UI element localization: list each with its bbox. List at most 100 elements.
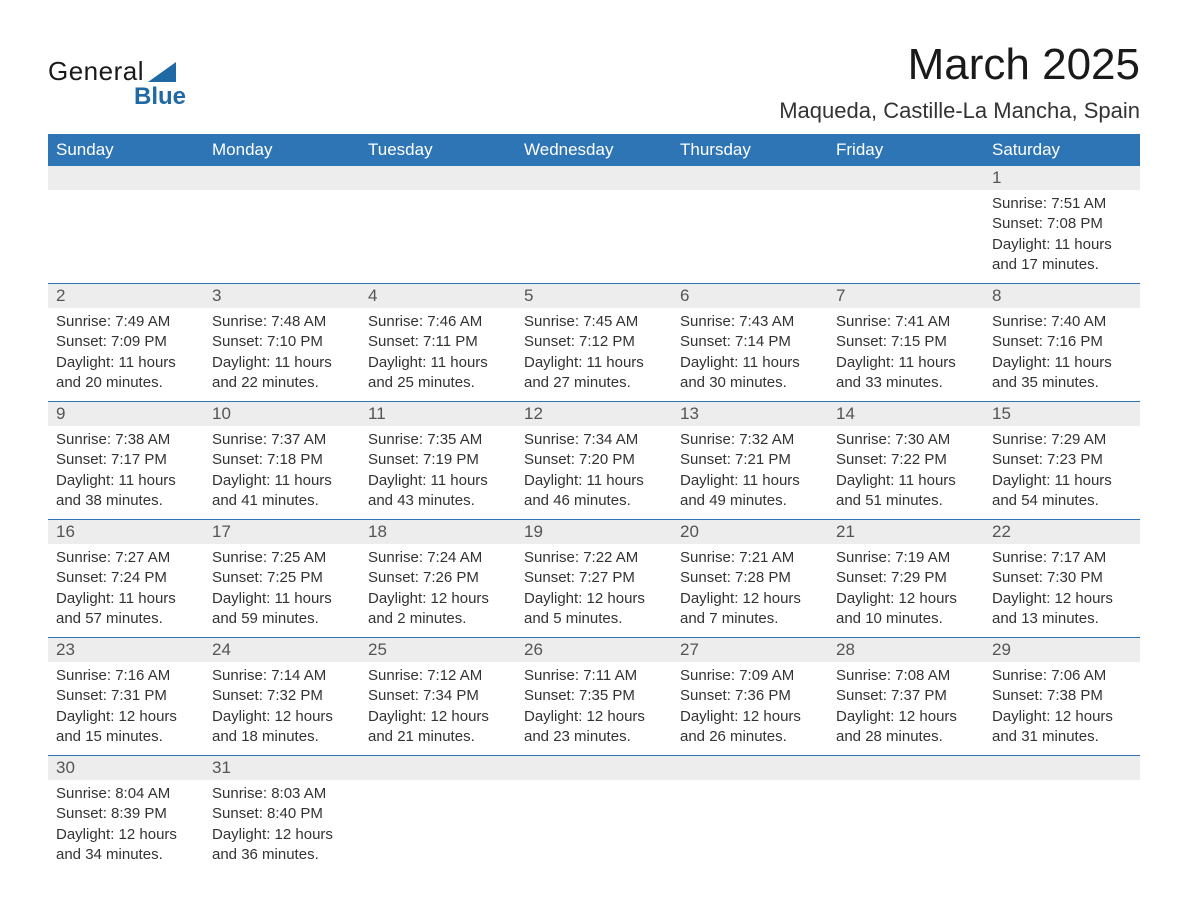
day-number: 2 <box>48 284 204 308</box>
day-info-line: Sunset: 7:29 PM <box>836 568 976 588</box>
day-content: Sunrise: 7:30 AMSunset: 7:22 PMDaylight:… <box>828 426 984 519</box>
day-content: Sunrise: 7:22 AMSunset: 7:27 PMDaylight:… <box>516 544 672 637</box>
day-info-line: and 59 minutes. <box>212 609 352 629</box>
day-info-line: Sunrise: 7:14 AM <box>212 666 352 686</box>
day-number: 31 <box>204 756 360 780</box>
day-info-line: Daylight: 11 hours <box>992 471 1132 491</box>
day-number <box>828 756 984 780</box>
day-content: Sunrise: 7:17 AMSunset: 7:30 PMDaylight:… <box>984 544 1140 637</box>
calendar-week-row: 1Sunrise: 7:51 AMSunset: 7:08 PMDaylight… <box>48 166 1140 284</box>
day-content: Sunrise: 7:29 AMSunset: 7:23 PMDaylight:… <box>984 426 1140 519</box>
calendar-day-cell <box>360 166 516 284</box>
day-number <box>516 756 672 780</box>
day-content: Sunrise: 7:21 AMSunset: 7:28 PMDaylight:… <box>672 544 828 637</box>
day-number: 5 <box>516 284 672 308</box>
day-content <box>828 190 984 272</box>
day-info-line: Sunset: 7:37 PM <box>836 686 976 706</box>
day-info-line: Daylight: 11 hours <box>992 235 1132 255</box>
brand-sail-icon <box>148 62 176 82</box>
day-number: 14 <box>828 402 984 426</box>
day-number: 13 <box>672 402 828 426</box>
month-title: March 2025 <box>779 40 1140 90</box>
day-info-line: Sunset: 7:11 PM <box>368 332 508 352</box>
day-info-line: and 10 minutes. <box>836 609 976 629</box>
brand-logo: General Blue <box>48 40 186 111</box>
day-number: 18 <box>360 520 516 544</box>
day-content <box>672 780 828 862</box>
day-info-line: Daylight: 12 hours <box>836 589 976 609</box>
weekday-header: Friday <box>828 134 984 166</box>
day-info-line: Sunset: 7:27 PM <box>524 568 664 588</box>
brand-top-text: General <box>48 56 144 87</box>
calendar-day-cell: 2Sunrise: 7:49 AMSunset: 7:09 PMDaylight… <box>48 284 204 402</box>
day-info-line: and 15 minutes. <box>56 727 196 747</box>
day-content <box>48 190 204 272</box>
calendar-day-cell <box>672 756 828 874</box>
day-number <box>672 166 828 190</box>
day-info-line: and 36 minutes. <box>212 845 352 865</box>
day-info-line: Sunset: 7:36 PM <box>680 686 820 706</box>
day-info-line: Daylight: 11 hours <box>56 589 196 609</box>
day-content <box>360 780 516 862</box>
calendar-day-cell: 8Sunrise: 7:40 AMSunset: 7:16 PMDaylight… <box>984 284 1140 402</box>
day-content <box>516 190 672 272</box>
day-content: Sunrise: 7:34 AMSunset: 7:20 PMDaylight:… <box>516 426 672 519</box>
calendar-day-cell: 9Sunrise: 7:38 AMSunset: 7:17 PMDaylight… <box>48 402 204 520</box>
day-content: Sunrise: 7:25 AMSunset: 7:25 PMDaylight:… <box>204 544 360 637</box>
day-info-line: Daylight: 12 hours <box>212 825 352 845</box>
day-content: Sunrise: 7:45 AMSunset: 7:12 PMDaylight:… <box>516 308 672 401</box>
calendar-day-cell <box>984 756 1140 874</box>
day-info-line: and 35 minutes. <box>992 373 1132 393</box>
day-content: Sunrise: 7:08 AMSunset: 7:37 PMDaylight:… <box>828 662 984 755</box>
day-content <box>204 190 360 272</box>
day-number: 9 <box>48 402 204 426</box>
calendar-day-cell: 21Sunrise: 7:19 AMSunset: 7:29 PMDayligh… <box>828 520 984 638</box>
day-info-line: Sunrise: 7:46 AM <box>368 312 508 332</box>
day-info-line: Sunrise: 7:48 AM <box>212 312 352 332</box>
day-number: 4 <box>360 284 516 308</box>
day-number: 20 <box>672 520 828 544</box>
day-info-line: Daylight: 11 hours <box>56 471 196 491</box>
day-info-line: Sunset: 7:19 PM <box>368 450 508 470</box>
day-info-line: and 5 minutes. <box>524 609 664 629</box>
day-content: Sunrise: 7:09 AMSunset: 7:36 PMDaylight:… <box>672 662 828 755</box>
day-info-line: Sunrise: 7:49 AM <box>56 312 196 332</box>
day-info-line: Sunrise: 7:30 AM <box>836 430 976 450</box>
day-info-line: Sunset: 7:10 PM <box>212 332 352 352</box>
day-info-line: Sunset: 7:22 PM <box>836 450 976 470</box>
day-info-line: and 23 minutes. <box>524 727 664 747</box>
day-info-line: Daylight: 12 hours <box>992 589 1132 609</box>
calendar-day-cell: 18Sunrise: 7:24 AMSunset: 7:26 PMDayligh… <box>360 520 516 638</box>
day-info-line: Daylight: 12 hours <box>524 707 664 727</box>
calendar-table: Sunday Monday Tuesday Wednesday Thursday… <box>48 134 1140 873</box>
day-info-line: and 2 minutes. <box>368 609 508 629</box>
calendar-day-cell: 12Sunrise: 7:34 AMSunset: 7:20 PMDayligh… <box>516 402 672 520</box>
day-info-line: and 34 minutes. <box>56 845 196 865</box>
day-info-line: and 18 minutes. <box>212 727 352 747</box>
calendar-day-cell: 4Sunrise: 7:46 AMSunset: 7:11 PMDaylight… <box>360 284 516 402</box>
day-number <box>516 166 672 190</box>
day-info-line: Sunset: 7:23 PM <box>992 450 1132 470</box>
day-info-line: Sunrise: 7:29 AM <box>992 430 1132 450</box>
calendar-day-cell: 26Sunrise: 7:11 AMSunset: 7:35 PMDayligh… <box>516 638 672 756</box>
day-info-line: Daylight: 12 hours <box>368 707 508 727</box>
day-content: Sunrise: 7:14 AMSunset: 7:32 PMDaylight:… <box>204 662 360 755</box>
day-content: Sunrise: 7:49 AMSunset: 7:09 PMDaylight:… <box>48 308 204 401</box>
day-number: 6 <box>672 284 828 308</box>
page-header: General Blue March 2025 Maqueda, Castill… <box>48 40 1140 124</box>
day-info-line: Daylight: 11 hours <box>56 353 196 373</box>
day-info-line: Sunset: 7:25 PM <box>212 568 352 588</box>
day-info-line: Sunrise: 7:22 AM <box>524 548 664 568</box>
day-content <box>828 780 984 862</box>
weekday-header: Thursday <box>672 134 828 166</box>
day-content <box>984 780 1140 862</box>
day-info-line: and 27 minutes. <box>524 373 664 393</box>
calendar-day-cell: 10Sunrise: 7:37 AMSunset: 7:18 PMDayligh… <box>204 402 360 520</box>
day-content: Sunrise: 7:24 AMSunset: 7:26 PMDaylight:… <box>360 544 516 637</box>
calendar-week-row: 23Sunrise: 7:16 AMSunset: 7:31 PMDayligh… <box>48 638 1140 756</box>
day-content <box>360 190 516 272</box>
day-info-line: Sunset: 7:18 PM <box>212 450 352 470</box>
calendar-day-cell: 17Sunrise: 7:25 AMSunset: 7:25 PMDayligh… <box>204 520 360 638</box>
weekday-header: Monday <box>204 134 360 166</box>
day-number: 17 <box>204 520 360 544</box>
